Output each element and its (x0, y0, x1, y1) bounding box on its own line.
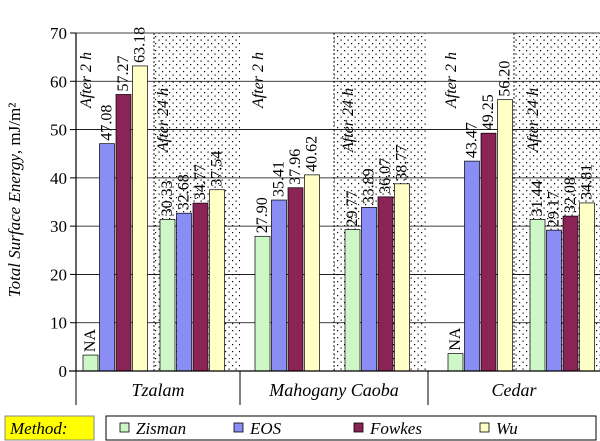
data-label: NA (82, 329, 99, 353)
legend-swatch-wu (479, 422, 490, 433)
bar-fowkes (377, 196, 394, 372)
bar-eos (546, 229, 562, 372)
period-label: After 2 h (443, 52, 460, 109)
y-tick-label: 60 (50, 72, 67, 91)
legend-swatch-fowkes (353, 422, 364, 433)
data-label: 35.41 (271, 161, 288, 197)
period-label: After 24 h (155, 88, 172, 153)
data-label: 37.96 (287, 149, 304, 185)
bar-eos (99, 143, 115, 372)
bar-wu (132, 65, 148, 372)
data-label: 47.08 (99, 105, 116, 141)
legend-label-eos: EOS (249, 419, 282, 438)
bar-eos (176, 212, 192, 372)
data-label: 40.62 (304, 136, 321, 172)
data-label: 29.17 (546, 191, 563, 227)
data-label: 63.18 (132, 27, 149, 63)
period-label: After 24 h (340, 88, 357, 153)
y-axis-title: Total Surface Energy, mJ/m² (5, 103, 24, 298)
data-label: 32.08 (562, 177, 579, 213)
y-tick-label: 10 (50, 314, 67, 333)
legend-label-wu: Wu (496, 419, 518, 438)
legend-swatch-zisman (119, 422, 130, 433)
legend-box (105, 415, 597, 441)
bar-wu (394, 183, 410, 372)
period-label: After 2 h (250, 52, 267, 109)
bar-eos (271, 199, 287, 372)
data-label: 32.68 (176, 174, 193, 210)
data-label: 34.77 (192, 164, 209, 200)
bar-zisman (447, 353, 464, 372)
bar-fowkes (287, 187, 304, 372)
bar-fowkes (480, 132, 497, 372)
y-tick-label: 40 (50, 169, 67, 188)
data-label: 57.27 (115, 55, 132, 91)
y-tick-label: 30 (50, 217, 67, 236)
data-label: 43.47 (464, 122, 481, 158)
bar-zisman (159, 219, 176, 372)
data-label: 36.07 (377, 158, 394, 194)
legend-swatch-eos (233, 422, 244, 433)
data-label: 49.25 (480, 94, 497, 130)
x-category-label: Tzalam (131, 380, 184, 400)
axes-layer (69, 32, 600, 405)
period-label: After 2 h (78, 52, 95, 109)
legend-layer: Method: Zisman EOS Fowkes Wu (4, 415, 597, 441)
bar-wu (579, 202, 595, 372)
y-tick-label: 20 (50, 265, 67, 284)
data-label: 31.44 (529, 180, 546, 216)
y-axis-title-unit: , mJ/m² (5, 103, 24, 154)
period-label: After 24 h (525, 88, 542, 153)
legend-title: Method: (9, 419, 68, 438)
legend-title-box (4, 415, 95, 441)
bar-wu (304, 174, 320, 372)
data-label: 37.54 (209, 151, 226, 187)
data-label: 38.77 (394, 145, 411, 181)
data-label: 33.89 (361, 168, 378, 204)
legend-label-zisman: Zisman (136, 419, 186, 438)
legend-label-fowkes: Fowkes (369, 419, 422, 438)
bar-fowkes (192, 202, 209, 372)
data-label: 56.20 (497, 61, 514, 97)
bar-eos (361, 207, 377, 372)
bars-layer (82, 65, 595, 372)
y-axis-title-main: Total Surface Energy (5, 154, 24, 298)
bar-zisman (82, 354, 99, 372)
bar-zisman (529, 219, 546, 372)
data-label: 29.77 (344, 191, 361, 227)
y-tick-label: 70 (50, 24, 67, 43)
y-tick-label: 0 (59, 362, 68, 381)
x-category-label: Cedar (492, 380, 538, 400)
bar-eos (464, 160, 480, 372)
x-category-label: Mahogany Caoba (268, 380, 399, 400)
bar-fowkes (562, 215, 579, 372)
after-24h-shading-layer (76, 33, 600, 371)
bar-zisman (254, 235, 271, 372)
bar-wu (497, 99, 513, 372)
bar-zisman (344, 229, 361, 372)
data-label: 30.33 (159, 180, 176, 216)
data-label: 34.81 (579, 164, 596, 200)
bar-fowkes (115, 94, 132, 372)
bar-wu (209, 189, 225, 372)
data-label: 27.90 (254, 197, 271, 233)
data-label: NA (447, 327, 464, 351)
y-tick-label: 50 (50, 121, 67, 140)
